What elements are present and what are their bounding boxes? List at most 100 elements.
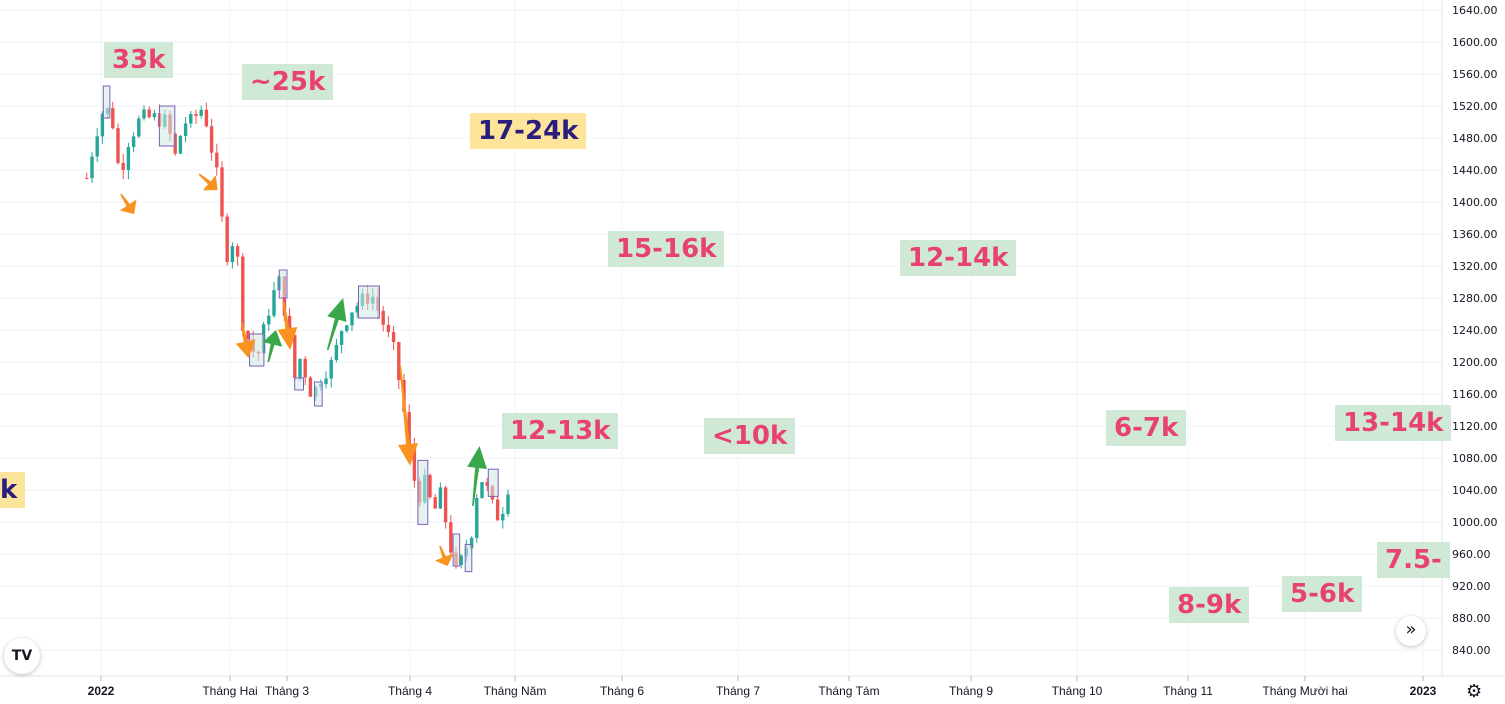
candle-body xyxy=(230,246,235,263)
candle-body xyxy=(111,108,115,129)
candle-body xyxy=(272,290,276,316)
candle-body xyxy=(215,152,219,168)
annotation-25k: ~25k xyxy=(242,64,334,100)
candle-body xyxy=(475,498,479,538)
candle-body xyxy=(137,118,141,137)
candle-body xyxy=(194,113,198,116)
candle-body xyxy=(391,332,396,343)
highlight-zone xyxy=(452,533,461,567)
candle-body xyxy=(287,315,292,336)
time-tick-label: Tháng Tám xyxy=(818,684,879,698)
candle-body xyxy=(334,344,339,360)
highlight-zone xyxy=(249,333,265,367)
time-tick-label: Tháng 4 xyxy=(388,684,432,698)
candle-body xyxy=(204,109,209,127)
annotation-15-16k: 15-16k xyxy=(608,231,725,267)
candle-body xyxy=(469,537,474,549)
price-tick-label: 1000.00 xyxy=(1452,516,1498,529)
candle-body xyxy=(308,377,313,397)
candle-body xyxy=(433,497,437,509)
candle-body xyxy=(116,128,120,163)
candle-body xyxy=(339,331,344,345)
candle-body xyxy=(459,555,463,565)
candle-body xyxy=(85,178,89,179)
time-tick-label: Tháng 9 xyxy=(949,684,993,698)
candle-body xyxy=(449,522,453,553)
time-axis[interactable]: 2022 Tháng Hai Tháng 3 Tháng 4 Tháng Năm Thán… xyxy=(88,676,1437,698)
annotation-5-6k: 5-6k xyxy=(1282,576,1363,612)
trend-arrow xyxy=(398,365,418,466)
candle-body xyxy=(412,446,417,481)
highlight-zone xyxy=(417,459,429,525)
candle-body xyxy=(495,499,500,521)
price-tick-label: 1040.00 xyxy=(1452,484,1498,497)
price-tick-label: 1400.00 xyxy=(1452,196,1498,209)
candle-body xyxy=(178,135,183,154)
highlight-zone xyxy=(158,105,176,147)
trend-arrows xyxy=(119,173,487,566)
settings-gear-icon[interactable]: ⚙ xyxy=(1466,681,1483,702)
candle-body xyxy=(298,358,302,378)
candle-body xyxy=(386,324,391,333)
trend-arrow xyxy=(467,446,487,507)
annotation-6-7k: 6-7k xyxy=(1106,410,1187,446)
price-axis[interactable]: 1640.00 1600.00 1560.00 1520.00 1480.00 1440.… xyxy=(1452,4,1498,657)
candle-body xyxy=(152,113,157,118)
price-tick-label: 1600.00 xyxy=(1452,36,1498,49)
highlight-zone xyxy=(358,285,380,319)
grid-lines xyxy=(0,0,1442,676)
candle-body xyxy=(241,256,245,331)
price-tick-label: 1200.00 xyxy=(1452,356,1498,369)
price-tick-label: 1560.00 xyxy=(1452,68,1498,81)
candle-body xyxy=(501,513,505,521)
time-tick-label: Tháng 3 xyxy=(265,684,309,698)
price-tick-label: 1640.00 xyxy=(1452,4,1498,17)
time-tick-label: Tháng 11 xyxy=(1163,684,1213,698)
candle-body xyxy=(345,325,349,332)
candle-body xyxy=(199,109,203,116)
trend-arrow xyxy=(326,298,347,351)
candle-body xyxy=(131,136,136,148)
price-tick-label: 1120.00 xyxy=(1452,420,1498,433)
annotation-17-24k: 17-24k xyxy=(470,113,587,149)
candle-body xyxy=(246,330,250,340)
candle-body xyxy=(90,156,94,179)
candle-body xyxy=(100,113,105,137)
scroll-to-realtime-button[interactable]: » xyxy=(1396,616,1426,646)
price-tick-label: 1520.00 xyxy=(1452,100,1498,113)
candle-body xyxy=(303,358,307,378)
price-tick-label: 1080.00 xyxy=(1452,452,1498,465)
candle-body xyxy=(506,494,510,514)
trend-arrow xyxy=(198,173,218,191)
trend-arrow xyxy=(119,193,137,214)
candle-body xyxy=(126,147,131,171)
price-tick-label: 1280.00 xyxy=(1452,292,1498,305)
candle-body xyxy=(485,482,489,486)
candle-body xyxy=(147,109,151,118)
price-tick-label: 1160.00 xyxy=(1452,388,1498,401)
trend-arrow xyxy=(235,321,256,358)
annotation-12-13k: 12-13k xyxy=(502,413,619,449)
annotation-partial-left: k xyxy=(0,472,26,508)
candle-body xyxy=(142,109,146,119)
candle-body xyxy=(183,123,188,136)
candle-body xyxy=(381,310,385,325)
time-tick-label: Tháng 6 xyxy=(600,684,644,698)
trend-arrow xyxy=(434,545,454,566)
trend-arrow xyxy=(277,301,298,350)
highlight-zone xyxy=(314,381,323,407)
time-tick-label: Tháng Hai xyxy=(202,684,257,698)
candle-body xyxy=(428,475,432,498)
time-tick-label: Tháng Mười hai xyxy=(1262,684,1347,698)
time-tick-label: Tháng 7 xyxy=(716,684,760,698)
candle-body xyxy=(209,126,214,153)
candle-body xyxy=(293,335,297,378)
time-tick-label: 2023 xyxy=(1410,684,1437,698)
price-tick-label: 920.00 xyxy=(1452,580,1491,593)
time-tick-label: Tháng 10 xyxy=(1052,684,1103,698)
annotation-7-5k-partial: 7.5- xyxy=(1377,542,1450,578)
candle-body xyxy=(189,113,193,124)
tradingview-logo[interactable]: TV xyxy=(4,638,40,674)
candle-body xyxy=(443,487,448,523)
